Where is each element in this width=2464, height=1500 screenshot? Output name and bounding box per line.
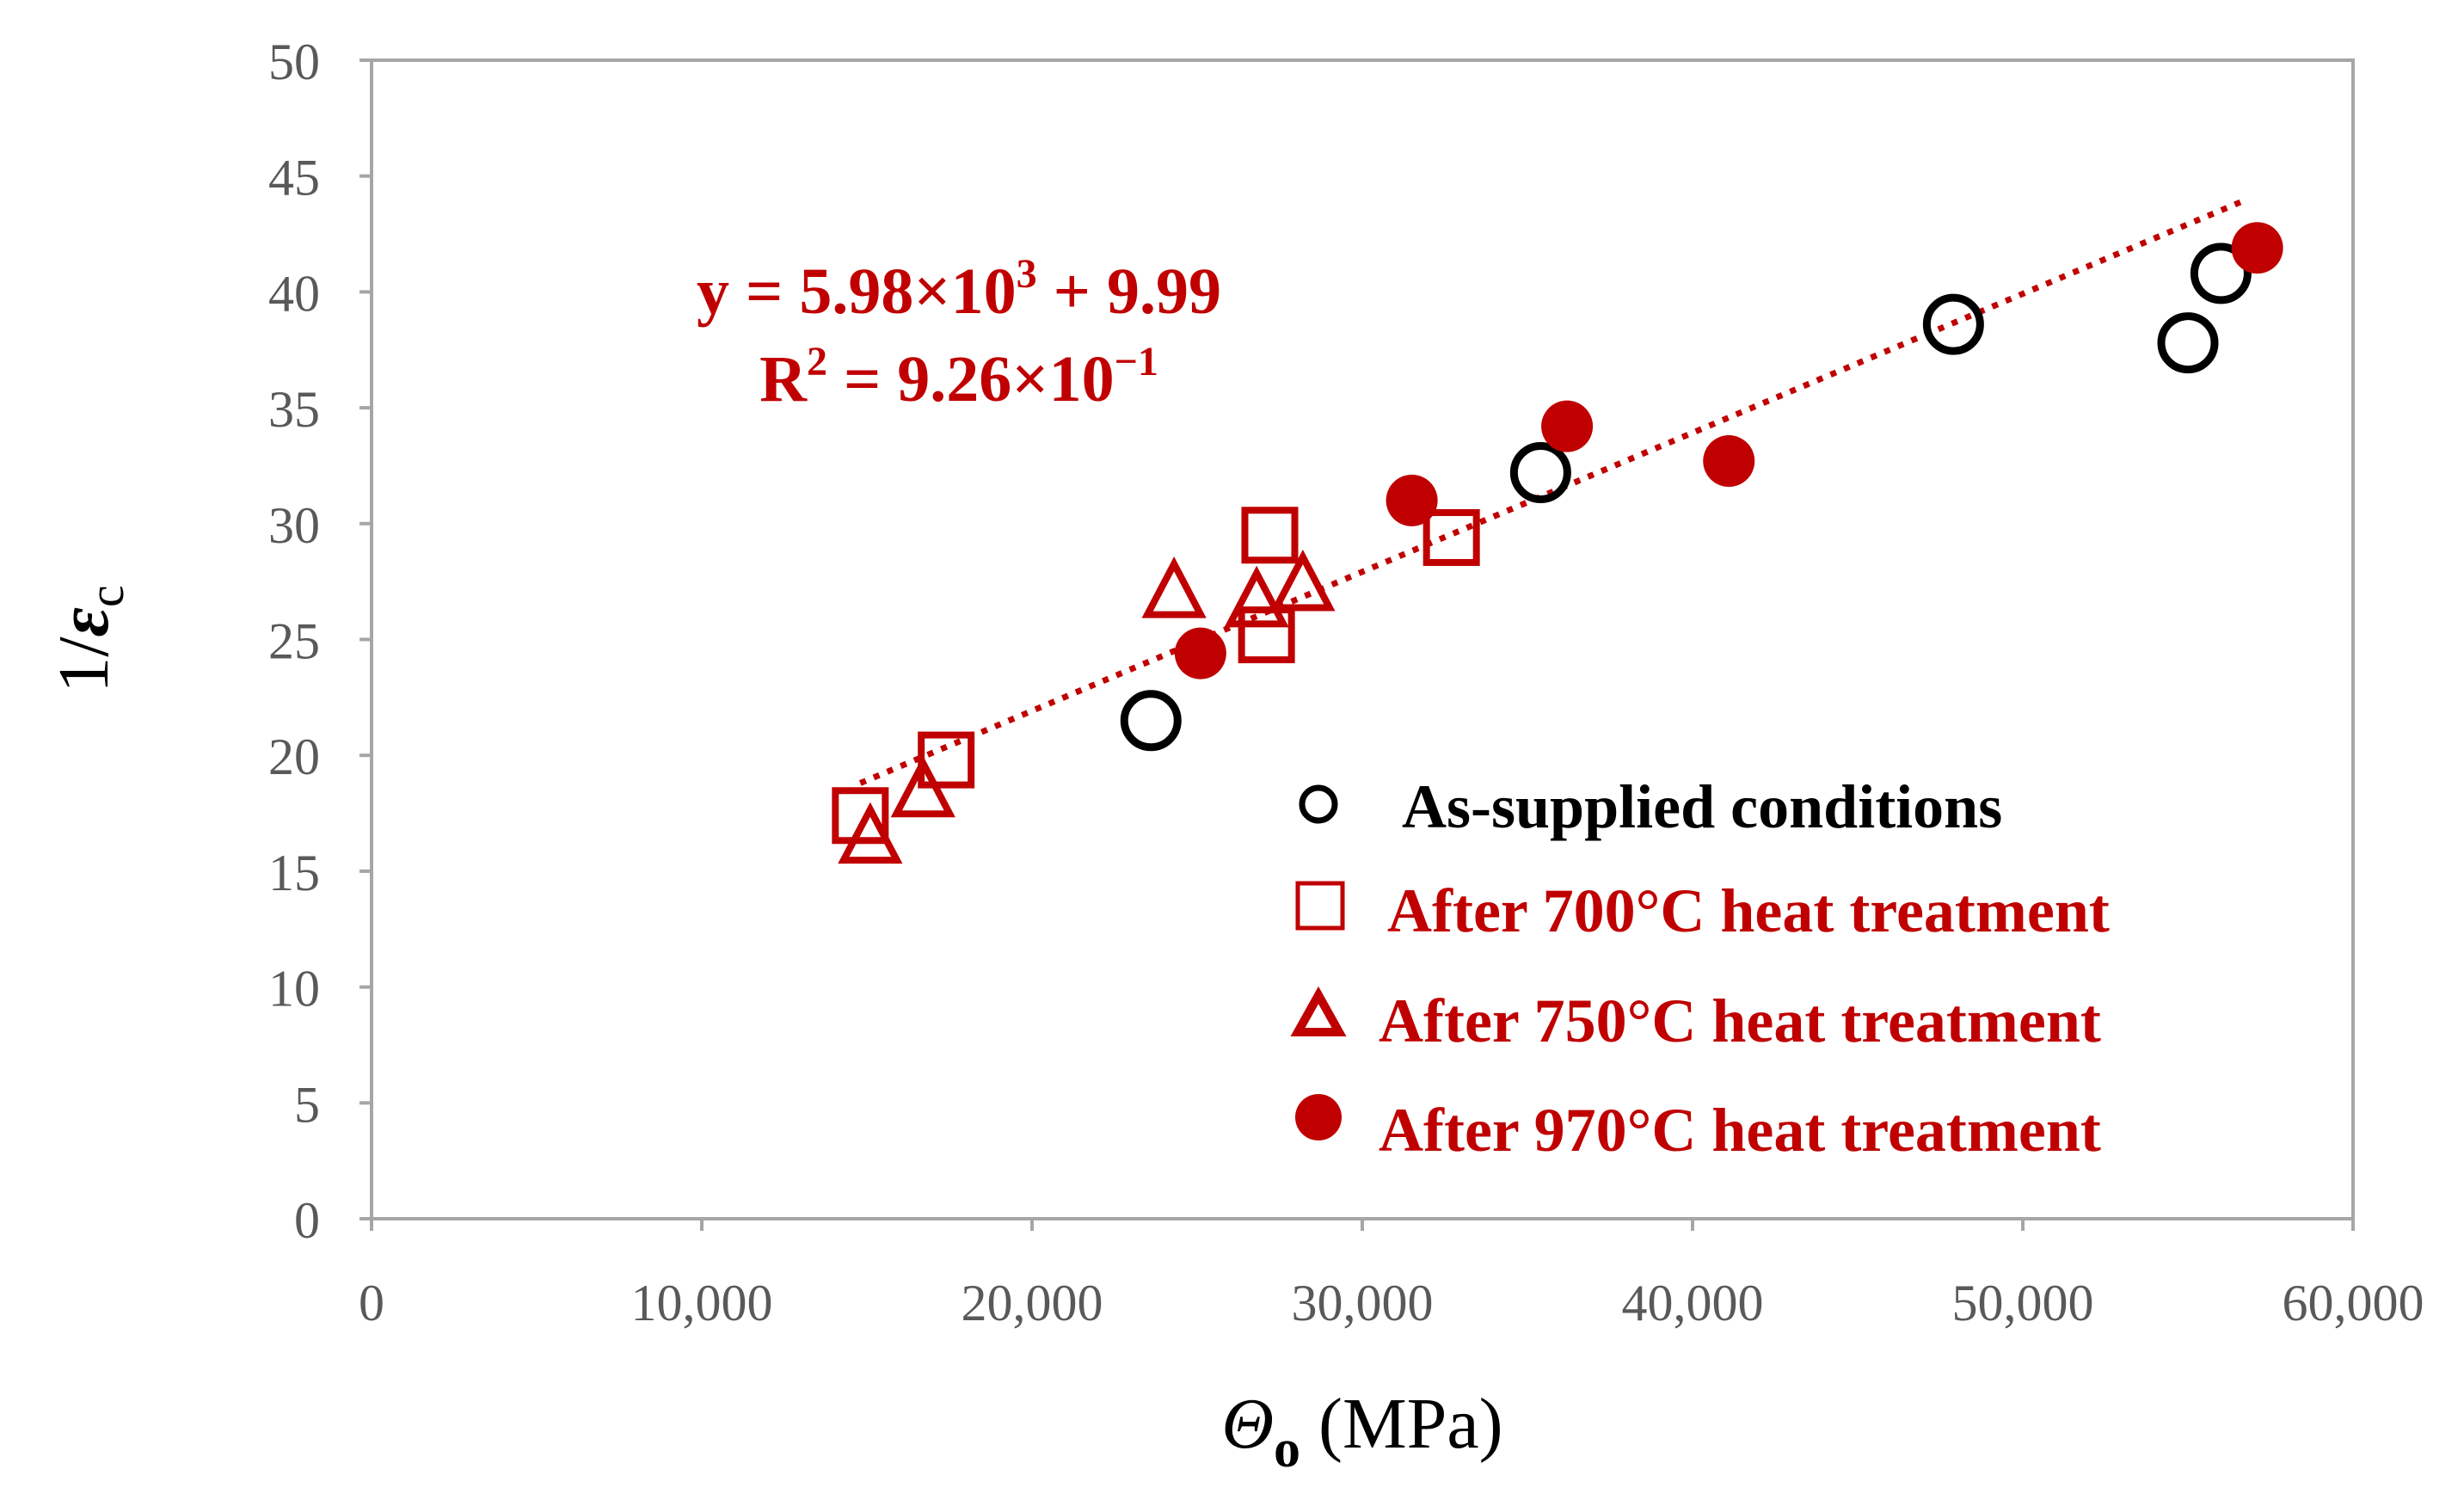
trendline <box>858 196 2249 786</box>
open-square-point <box>1422 508 1480 566</box>
y-tick-label: 50 <box>268 34 320 90</box>
filled-circle-point <box>1174 627 1226 679</box>
open-triangle-point <box>1141 556 1207 618</box>
x-tick-label: 60,000 <box>2283 1275 2424 1331</box>
open-circle-point <box>2190 243 2252 304</box>
x-tick-label: 20,000 <box>962 1275 1103 1331</box>
filled-circle-point <box>1703 435 1755 488</box>
x-axis-label: Θo (MPa) <box>1221 1384 1502 1478</box>
filled-circle-point <box>2231 222 2283 274</box>
legend-marker-970c <box>1295 1094 1342 1140</box>
open-triangle-point <box>1270 549 1336 612</box>
data-points <box>832 222 2283 864</box>
legend-label-700c: After 700°C heat treatment <box>1387 876 2110 945</box>
trendline-group <box>858 196 2249 786</box>
y-tick-label: 0 <box>294 1192 320 1249</box>
x-tick-label: 40,000 <box>1622 1275 1764 1331</box>
legend-marker-as-supplied <box>1299 784 1338 824</box>
y-tick-label: 10 <box>268 961 320 1017</box>
y-tick-label: 35 <box>268 381 320 438</box>
x-tick-label: 30,000 <box>1292 1275 1434 1331</box>
open-square-point <box>1238 606 1295 664</box>
legend: As-supplied conditions After 700°C heat … <box>1290 772 2110 1165</box>
y-axis-ticks: 0 5 10 15 20 25 30 35 40 45 50 <box>268 34 372 1249</box>
open-circle-point <box>1509 442 1571 504</box>
x-tick-label: 0 <box>359 1275 384 1331</box>
y-tick-label: 40 <box>268 265 320 322</box>
legend-marker-750c <box>1290 986 1347 1036</box>
open-triangle-point <box>890 755 955 818</box>
legend-label-as-supplied: As-supplied conditions <box>1402 772 2002 841</box>
legend-marker-700c <box>1295 881 1345 931</box>
open-circle-point <box>1922 293 1984 355</box>
open-square-point <box>832 787 889 845</box>
x-axis-ticks: 0 10,000 20,000 30,000 40,000 50,000 60,000 <box>359 1219 2424 1331</box>
y-axis-label: 1/εc <box>44 585 134 693</box>
y-tick-label: 25 <box>268 613 320 670</box>
legend-label-750c: After 750°C heat treatment <box>1379 987 2101 1055</box>
trendline-r-squared: R2 = 9.26×10−1 <box>759 339 1158 415</box>
x-tick-label: 10,000 <box>631 1275 773 1331</box>
y-tick-label: 20 <box>268 728 320 785</box>
x-tick-label: 50,000 <box>1952 1275 2094 1331</box>
y-tick-label: 15 <box>268 845 320 901</box>
filled-circle-point <box>1386 474 1438 526</box>
open-triangle-point <box>838 802 903 864</box>
y-tick-label: 5 <box>294 1076 320 1133</box>
open-square-point <box>1241 507 1299 564</box>
filled-circle-point <box>1541 400 1594 452</box>
y-tick-label: 30 <box>268 497 320 554</box>
open-triangle-point <box>1224 565 1289 628</box>
y-tick-label: 45 <box>268 150 320 206</box>
legend-label-970c: After 970°C heat treatment <box>1379 1096 2101 1165</box>
open-circle-point <box>2157 312 2219 374</box>
trendline-equation: y = 5.98×103 + 9.99 <box>697 251 1221 328</box>
open-circle-point <box>1120 690 1182 752</box>
